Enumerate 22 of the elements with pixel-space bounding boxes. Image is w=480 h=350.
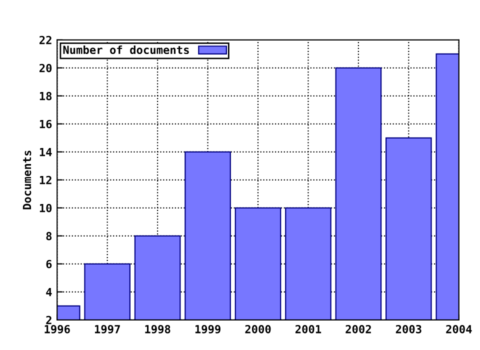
y-tick-label: 4	[46, 288, 52, 296]
y-axis-title: Documents	[22, 150, 32, 210]
y-tick-label: 6	[46, 260, 52, 268]
x-tick-label: 2003	[396, 324, 422, 334]
y-tick-label: 14	[40, 148, 52, 156]
y-tick-label: 18	[40, 92, 52, 100]
x-tick-label: 1996	[44, 324, 70, 334]
y-tick-label: 8	[46, 232, 52, 240]
y-tick-label: 16	[40, 120, 52, 128]
y-tick-label: 22	[40, 36, 52, 44]
x-tick-label: 2004	[446, 324, 472, 334]
x-tick-label: 1998	[145, 324, 170, 334]
y-tick-label: 10	[40, 204, 52, 212]
y-tick-label: 20	[40, 64, 52, 72]
y-tick-label: 2	[46, 316, 52, 324]
x-tick-label: 1997	[94, 325, 120, 334]
x-tick-label: 2002	[346, 324, 371, 334]
x-tick-label: 1999	[195, 325, 220, 334]
y-tick-label: 12	[40, 176, 52, 184]
x-tick-label: 2000	[245, 324, 271, 334]
legend-label: Number of documents	[63, 45, 189, 54]
x-tick-label: 2001	[295, 324, 322, 334]
